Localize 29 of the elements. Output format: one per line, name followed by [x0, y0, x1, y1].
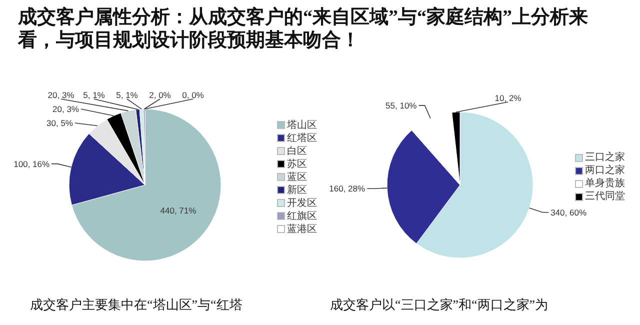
legend-label: 红旗区 [287, 210, 317, 222]
data-label: 5, 1% [83, 90, 106, 100]
data-label: 2, 0% [149, 90, 172, 100]
data-label: 100, 16% [14, 158, 50, 169]
category-label: 蓝港区 [287, 224, 317, 234]
legend-label: 新区 [287, 184, 307, 196]
legend-label: 三口之家 [585, 151, 625, 164]
legend-label: 三代同堂 [585, 190, 625, 203]
text: 成交客户主要集中在“塔山区”与“红塔 [30, 296, 242, 314]
text: 0, 0% [182, 90, 204, 100]
legend-label: 苏区 [287, 158, 307, 170]
legend-label: 蓝区 [287, 170, 307, 184]
legend-label: 单身贵族 [585, 177, 625, 190]
text: 成交客户以“三口之家”和“两口之家”为 [330, 296, 548, 314]
legend-label: 开发区 [287, 196, 317, 210]
legend-label: 白区 [287, 144, 307, 158]
data-label: 5, 1% [116, 90, 138, 100]
data-label: 340, 60% [550, 207, 587, 218]
data-label: 10, 2% [494, 93, 522, 103]
data-label: 440, 71% [160, 205, 197, 216]
legend-label: 两口之家 [585, 164, 625, 177]
data-label: 55, 10% [386, 100, 418, 110]
data-label: 160, 28% [329, 184, 366, 194]
data-label: 20, 3% [52, 104, 80, 114]
legend-label: 红塔区 [287, 132, 317, 144]
chart-title: 成交客户属性分析：从成交客户的“来自区域”与“家庭结构”上分析来看，与项目规划设计阶段预期基本吻合！ [18, 6, 589, 52]
data-label: 20, 3% [48, 90, 75, 100]
legend-label: 塔山区 [287, 118, 317, 132]
data-label: 30, 5% [46, 118, 74, 128]
